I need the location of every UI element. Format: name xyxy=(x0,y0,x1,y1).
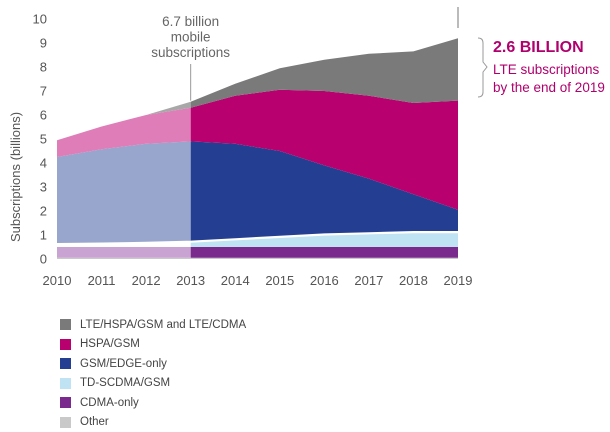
legend-item-lte-hspa-gsm-and-lte-cdma: LTE/HSPA/GSM and LTE/CDMA xyxy=(60,315,246,335)
y-axis-label: Subscriptions (billions) xyxy=(8,112,23,242)
legend-swatch xyxy=(60,378,71,389)
chart-legend: LTE/HSPA/GSM and LTE/CDMA HSPA/GSM GSM/EDG… xyxy=(60,315,246,432)
y-tick-label: 5 xyxy=(40,132,47,147)
x-axis: 2010 2011 2012 2013 2014 2015 2016 2017 2018 2019 xyxy=(43,273,473,288)
legend-swatch xyxy=(60,319,71,330)
area-other-forecast xyxy=(191,258,458,259)
highlight-text: LTE subscriptions xyxy=(493,62,600,77)
y-tick-label: 8 xyxy=(40,60,47,75)
y-tick-label: 7 xyxy=(40,84,47,99)
y-axis: 0 1 2 3 4 5 6 7 8 9 10 xyxy=(33,12,47,267)
y-tick-label: 2 xyxy=(40,204,47,219)
area-other-historical xyxy=(57,258,191,259)
x-tick-label: 2014 xyxy=(221,273,250,288)
y-tick-label: 3 xyxy=(40,180,47,195)
legend-label: TD-SCDMA/GSM xyxy=(80,377,170,389)
y-tick-label: 6 xyxy=(40,108,47,123)
legend-label: LTE/HSPA/GSM and LTE/CDMA xyxy=(80,319,246,331)
highlight-title: 2.6 BILLION xyxy=(493,39,584,56)
legend-item-cdma-only: CDMA-only xyxy=(60,393,246,413)
x-tick-label: 2011 xyxy=(88,273,116,288)
x-tick-label: 2018 xyxy=(399,273,428,288)
highlight-bracket xyxy=(478,38,487,97)
x-tick-label: 2015 xyxy=(265,273,294,288)
x-tick-label: 2013 xyxy=(176,273,205,288)
legend-swatch xyxy=(60,417,71,428)
area-cdma-only-historical xyxy=(57,247,191,258)
area-layers xyxy=(57,38,458,259)
x-tick-label: 2016 xyxy=(310,273,339,288)
area-gsm-edge-only-historical xyxy=(57,141,191,244)
x-tick-label: 2019 xyxy=(444,273,473,288)
x-tick-label: 2017 xyxy=(354,273,383,288)
annotation-text: 6.7 billion xyxy=(162,14,219,29)
legend-item-other: Other xyxy=(60,413,246,432)
legend-swatch xyxy=(60,397,71,408)
x-tick-label: 2012 xyxy=(132,273,161,288)
highlight-text: by the end of 2019 xyxy=(493,80,605,95)
legend-item-hspa-gsm: HSPA/GSM xyxy=(60,335,246,355)
y-tick-label: 10 xyxy=(33,12,47,27)
area-cdma-only-forecast xyxy=(191,247,458,258)
legend-label: GSM/EDGE-only xyxy=(80,358,167,370)
annotation-text: subscriptions xyxy=(151,45,230,60)
y-tick-label: 4 xyxy=(40,156,47,171)
legend-item-td-scdma-gsm: TD-SCDMA/GSM xyxy=(60,374,246,394)
legend-item-gsm-edge-only: GSM/EDGE-only xyxy=(60,354,246,374)
legend-label: CDMA-only xyxy=(80,397,139,409)
legend-swatch xyxy=(60,339,71,350)
y-tick-label: 0 xyxy=(40,252,47,267)
lte-highlight: 2.6 BILLION LTE subscriptions by the end o… xyxy=(478,38,605,97)
y-tick-label: 1 xyxy=(40,228,47,243)
y-tick-label: 9 xyxy=(40,36,47,51)
annotation-text: mobile xyxy=(171,30,211,45)
legend-swatch xyxy=(60,358,71,369)
legend-label: HSPA/GSM xyxy=(80,338,140,350)
x-tick-label: 2010 xyxy=(43,273,72,288)
legend-label: Other xyxy=(80,416,109,428)
